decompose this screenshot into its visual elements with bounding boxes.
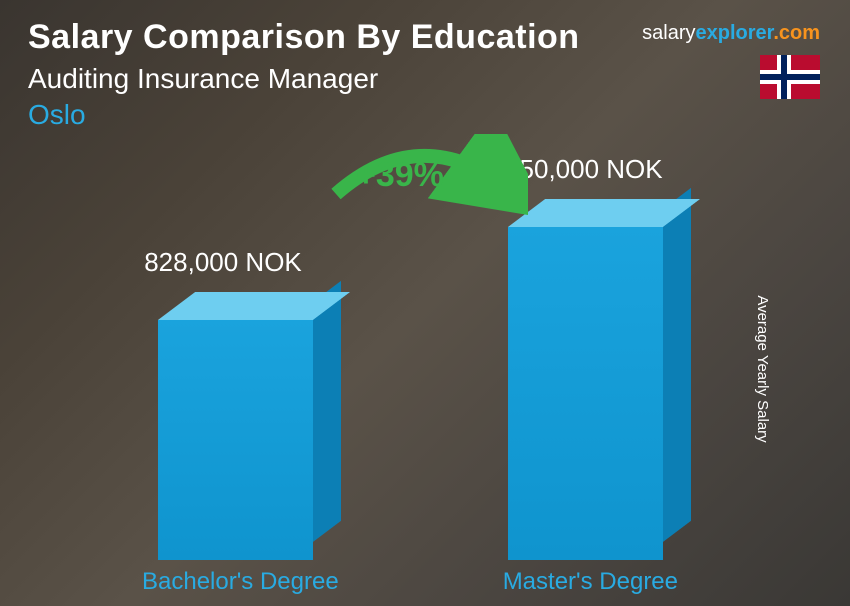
brand-part2: explorer [695,22,773,44]
page: Salary Comparison By Education Auditing … [0,0,850,606]
norway-flag-icon [760,55,820,99]
value-label: 828,000 NOK [144,247,302,278]
bar-group-masters: 1,150,000 NOK [508,227,663,560]
brand-part1: salary [642,22,695,44]
page-title: Salary Comparison By Education [28,18,580,57]
branding: salaryexplorer.com [642,22,820,99]
bars-wrap: 828,000 NOK 1,150,000 NOK [60,190,760,560]
bar-group-bachelors: 828,000 NOK [158,320,313,560]
brand-part3: .com [773,22,820,44]
bar-masters [508,227,663,560]
category-labels: Bachelor's Degree Master's Degree [60,568,760,596]
increase-badge: +39% [356,156,444,195]
category-label: Bachelor's Degree [142,568,339,596]
job-title: Auditing Insurance Manager [28,63,580,95]
category-label: Master's Degree [503,568,678,596]
header: Salary Comparison By Education Auditing … [28,18,580,131]
city-label: Oslo [28,99,580,131]
brand-text: salaryexplorer.com [642,22,820,45]
bar-bachelors [158,320,313,560]
chart-area: Average Yearly Salary +39% 828,000 NOK 1 [0,150,850,606]
